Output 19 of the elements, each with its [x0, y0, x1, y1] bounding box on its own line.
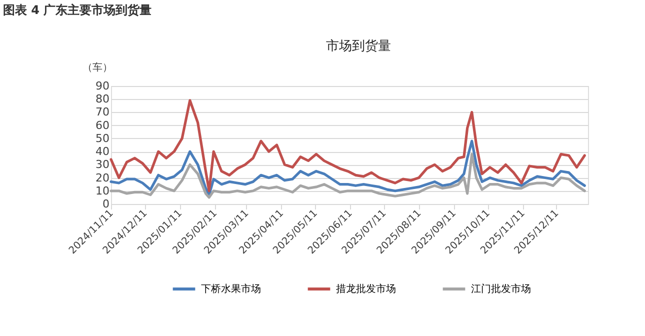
y-tick-label: 50	[96, 132, 110, 145]
y-tick-label: 80	[96, 92, 110, 106]
text: 图表 4 广东主要市场到货量	[3, 3, 152, 17]
y-tick-label: 90	[96, 80, 110, 92]
y-tick-label: 20	[96, 171, 110, 184]
line-series	[110, 140, 586, 196]
y-axis-title: （车）	[82, 62, 112, 74]
legend-label: 措龙批发市场	[336, 283, 396, 295]
y-tick-label: 0	[102, 198, 110, 210]
y-tick-label: 70	[96, 106, 110, 119]
chart-title: 市场到货量	[326, 39, 391, 54]
y-tick-label: 30	[96, 158, 110, 172]
legend-label: 下桥水果市场	[201, 283, 261, 295]
y-tick-label: 40	[96, 145, 110, 158]
legend-label: 江门批发市场	[471, 283, 531, 295]
y-tick-label: 10	[96, 184, 110, 198]
y-tick-label: 60	[96, 118, 110, 132]
line-series	[110, 99, 586, 192]
line-series	[110, 152, 586, 199]
